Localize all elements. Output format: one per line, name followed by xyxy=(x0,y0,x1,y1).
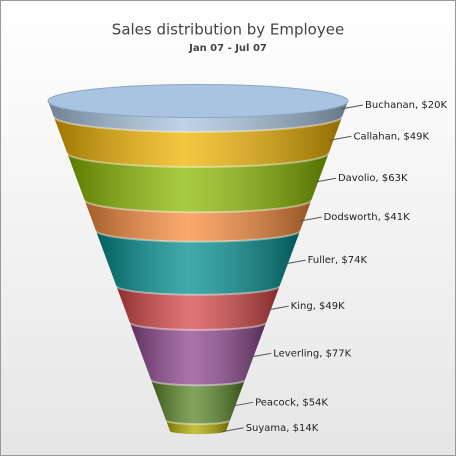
data-label: Suyama, $14K xyxy=(246,423,319,434)
segment-rim xyxy=(83,199,313,214)
segment-shade xyxy=(129,322,267,386)
leader-line xyxy=(266,305,289,311)
funnel-top xyxy=(47,84,349,118)
leader-line xyxy=(329,135,352,141)
data-label: Leverling, $77K xyxy=(273,348,351,359)
leader-line xyxy=(221,427,244,433)
data-label: Buchanan, $20K xyxy=(365,100,447,111)
segment-shade xyxy=(84,199,312,242)
segment-rim xyxy=(66,152,330,169)
segment-shade xyxy=(53,115,343,168)
chart-subtitle: Jan 07 - Jul 07 xyxy=(188,43,267,54)
leader-line xyxy=(313,177,337,183)
segment-rim xyxy=(150,379,246,387)
data-label: King, $49K xyxy=(291,301,345,312)
data-label: Peacock, $54K xyxy=(255,397,328,408)
segment-rim xyxy=(128,322,268,331)
leader-line xyxy=(249,352,272,358)
segment-shade xyxy=(67,152,329,213)
segment-shade xyxy=(95,230,301,295)
segment-rim xyxy=(52,115,344,133)
segment-rim xyxy=(94,230,302,243)
segment-shade xyxy=(166,420,230,435)
data-label: Callahan, $49K xyxy=(353,131,429,142)
chart-title: Sales distribution by Employee xyxy=(112,21,344,39)
data-label: Davolio, $63K xyxy=(338,173,408,184)
leader-line xyxy=(299,216,322,222)
segment-shade xyxy=(48,101,348,132)
segment-rim xyxy=(115,285,281,296)
segment-shade xyxy=(151,380,245,425)
leader-line xyxy=(231,401,254,407)
segment-shade xyxy=(116,285,280,330)
data-label: Fuller, $74K xyxy=(308,255,368,266)
data-label: Dodsworth, $41K xyxy=(324,212,410,223)
segment-rim xyxy=(165,419,231,426)
leader-line xyxy=(340,104,364,110)
leader-line xyxy=(283,259,306,265)
